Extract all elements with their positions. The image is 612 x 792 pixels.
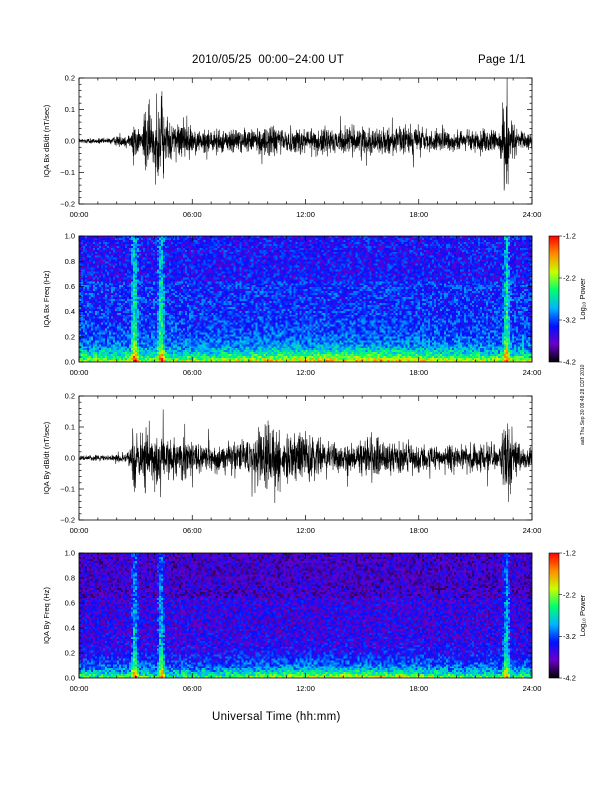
x-tick-label: 06:00 — [183, 368, 202, 377]
colorbar-gradient — [548, 235, 560, 363]
page-indicator: Page 1/1 — [478, 54, 526, 66]
spectrogram-image — [79, 236, 532, 362]
y-tick-label: 0.1 — [65, 105, 75, 114]
colorbar-label: Log₁₀ Power — [578, 278, 587, 320]
y-axis-label: IQA By dB/dt (nT/sec) — [42, 421, 51, 494]
x-tick-label: 18:00 — [409, 684, 428, 693]
x-tick-label: 12:00 — [296, 210, 315, 219]
line-panel-1 — [78, 77, 533, 205]
x-tick-label: 12:00 — [296, 526, 315, 535]
date-range-title: 2010/05/25 00:00−24:00 UT — [192, 54, 344, 66]
colorbar-tick-label: -1.2 — [563, 232, 576, 241]
x-tick-label: 18:00 — [409, 210, 428, 219]
y-tick-label: 0.8 — [65, 574, 75, 583]
colorbar-label: Log₁₀ Power — [578, 594, 587, 636]
colorbar-2: -1.2 -2.2 -3.2 -4.2 Log₁₀ Power — [548, 232, 587, 367]
y-tick-label: 0.2 — [65, 649, 75, 658]
x-tick-label: 24:00 — [523, 368, 542, 377]
y-axis-3: 0.2 0.1 0.0 −0.1 −0.2 IQA By dB/dt (nT/sec) — [42, 392, 532, 525]
y-tick-label: 1.0 — [65, 549, 75, 558]
colorbar-tick-label: -3.2 — [563, 632, 576, 641]
colorbar-gradient — [548, 552, 560, 679]
y-tick-label: 0.6 — [65, 282, 75, 291]
x-tick-label: 24:00 — [523, 526, 542, 535]
x-axis-4: 00:00 06:00 12:00 18:00 24:00 — [70, 553, 542, 693]
x-tick-label: 12:00 — [296, 368, 315, 377]
y-axis-4: 1.0 0.8 0.6 0.4 0.2 0.0 IQA By Freq (Hz) — [42, 549, 532, 683]
y-tick-label: 0.2 — [65, 74, 75, 83]
x-axis-3: 00:00 06:00 12:00 18:00 24:00 — [70, 396, 542, 535]
y-tick-label: 0.2 — [65, 332, 75, 341]
y-axis-label: IQA By Freq (Hz) — [42, 586, 51, 644]
y-axis-2: 1.0 0.8 0.6 0.4 0.2 0.0 IQA Bx Freq (Hz) — [42, 232, 532, 367]
x-tick-label: 18:00 — [409, 368, 428, 377]
x-tick-label: 24:00 — [523, 684, 542, 693]
colorbar-tick-label: -4.2 — [563, 674, 576, 683]
x-tick-label: 00:00 — [70, 210, 89, 219]
y-tick-label: 0.2 — [65, 392, 75, 401]
x-tick-label: 12:00 — [296, 684, 315, 693]
x-tick-label: 24:00 — [523, 210, 542, 219]
spectrogram-canvas — [79, 236, 532, 362]
y-tick-label: 0.6 — [65, 599, 75, 608]
colorbar-tick-label: -3.2 — [563, 316, 576, 325]
spectrogram-panel-4 — [78, 552, 533, 679]
colorbar-tick-label: -2.2 — [563, 274, 576, 283]
colorbar-tick-label: -2.2 — [563, 590, 576, 599]
colorbar-4: -1.2 -2.2 -3.2 -4.2 Log₁₀ Power — [548, 549, 587, 683]
x-tick-label: 18:00 — [409, 526, 428, 535]
x-axis-title: Universal Time (hh:mm) — [212, 711, 341, 723]
x-tick-label: 00:00 — [70, 368, 89, 377]
y-tick-label: −0.2 — [60, 516, 75, 525]
y-tick-label: 0.0 — [65, 358, 75, 367]
y-tick-label: −0.1 — [60, 485, 75, 494]
y-tick-label: −0.1 — [60, 168, 75, 177]
y-tick-label: 0.0 — [65, 674, 75, 683]
x-tick-label: 06:00 — [183, 210, 202, 219]
spectrogram-canvas — [79, 553, 532, 678]
y-tick-label: 0.0 — [65, 137, 75, 146]
y-tick-label: 0.4 — [65, 624, 75, 633]
y-tick-label: 0.4 — [65, 307, 75, 316]
y-axis-label: IQA Bx Freq (Hz) — [42, 270, 51, 328]
y-axis-1: 0.2 0.1 0.0 −0.1 −0.2 IQA Bx dB/dt (nT/sec) — [42, 74, 532, 209]
y-tick-label: −0.2 — [60, 200, 75, 209]
colorbar-tick-label: -4.2 — [563, 358, 576, 367]
y-tick-label: 0.8 — [65, 257, 75, 266]
generation-stamp: aab Thu Sep 30 09:48:28 CDT 2010 — [580, 364, 586, 445]
trace-line — [79, 409, 532, 503]
x-axis-1: 00:00 06:00 12:00 18:00 24:00 — [70, 78, 542, 219]
x-tick-label: 06:00 — [183, 526, 202, 535]
x-axis-2: 00:00 06:00 12:00 18:00 24:00 — [70, 236, 542, 377]
line-panel-3 — [78, 395, 533, 521]
colorbar-tick-label: -1.2 — [563, 549, 576, 558]
y-tick-label: 0.0 — [65, 454, 75, 463]
x-tick-label: 00:00 — [70, 526, 89, 535]
x-tick-label: 06:00 — [183, 684, 202, 693]
spectrogram-panel-2 — [78, 235, 533, 363]
trace-line — [79, 78, 532, 191]
spectrogram-image — [79, 553, 532, 678]
x-tick-label: 00:00 — [70, 684, 89, 693]
y-axis-label: IQA Bx dB/dt (nT/sec) — [42, 104, 51, 177]
y-tick-label: 0.1 — [65, 423, 75, 432]
y-tick-label: 1.0 — [65, 232, 75, 241]
